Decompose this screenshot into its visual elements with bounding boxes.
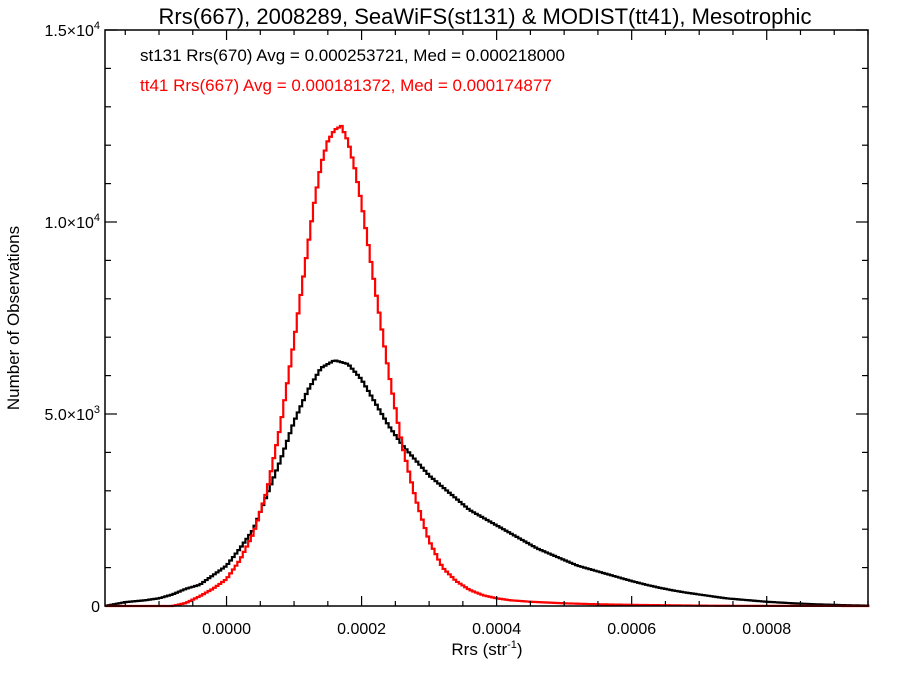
x-tick-labels: 0.0000 0.0002 0.0004 0.0006 0.0008 bbox=[202, 621, 791, 638]
x-axis-label-main: Rrs (str bbox=[451, 640, 507, 659]
annotation-tt41: tt41 Rrs(667) Avg = 0.000181372, Med = 0… bbox=[140, 76, 552, 95]
y-axis-label: Number of Observations bbox=[4, 226, 23, 410]
x-tick-label: 0.0008 bbox=[742, 621, 791, 638]
x-tick-label: 0.0002 bbox=[337, 621, 386, 638]
y-tick-label: 1.0×104 bbox=[44, 212, 100, 232]
y-tick-label: 1.5×104 bbox=[44, 20, 100, 40]
plot-frame bbox=[104, 29, 869, 607]
axis-ticks bbox=[105, 29, 869, 607]
series-line-0 bbox=[105, 359, 870, 607]
chart-title: Rrs(667), 2008289, SeaWiFS(st131) & MODI… bbox=[159, 4, 812, 29]
x-tick-label: 0.0006 bbox=[607, 621, 656, 638]
x-tick-label: 0.0000 bbox=[202, 621, 251, 638]
x-axis-label: Rrs (str-1) bbox=[451, 639, 522, 659]
x-tick-label: 0.0004 bbox=[472, 621, 521, 638]
y-tick-label: 5.0×103 bbox=[44, 404, 100, 424]
y-tick-labels: 0 5.0×103 1.0×104 1.5×104 bbox=[44, 20, 100, 616]
y-tick-label: 0 bbox=[91, 599, 100, 616]
annotation-st131: st131 Rrs(670) Avg = 0.000253721, Med = … bbox=[140, 46, 565, 65]
x-axis-label-tail: ) bbox=[517, 640, 523, 659]
x-axis-label-sup: -1 bbox=[507, 639, 517, 651]
